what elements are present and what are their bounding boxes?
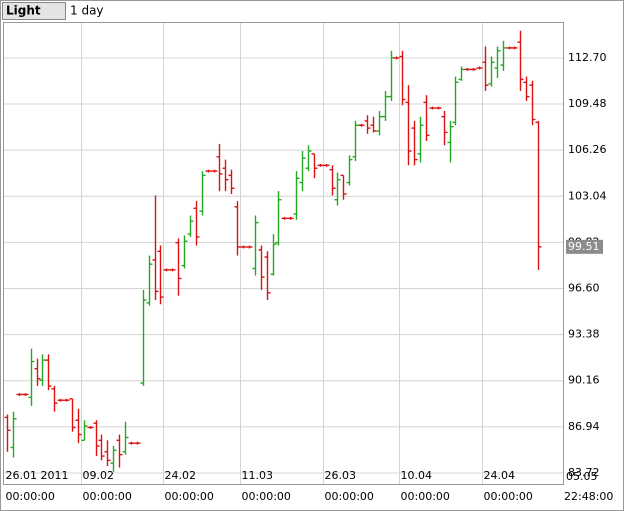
instrument[interactable]: Light [6, 4, 41, 18]
labels: 83.7286.9490.1693.3896.6099.82103.04106.… [6, 51, 614, 503]
x-time-label: 00:00:00 [401, 490, 450, 503]
last-price-box [566, 239, 603, 254]
y-tick-label: 103.04 [568, 189, 607, 202]
x-time-label: 00:00:00 [165, 490, 214, 503]
x-time-label: 00:00:00 [6, 490, 55, 503]
x-time-label: 00:00:00 [242, 490, 291, 503]
x-tick-label: 11.03 [242, 469, 274, 482]
y-tick-label: 106.26 [568, 143, 607, 156]
x-time-label: 00:00:00 [484, 490, 533, 503]
y-tick-label: 93.38 [568, 328, 600, 341]
x-tick-label: 24.02 [165, 469, 197, 482]
x-tick-label: 26.01 2011 [6, 469, 69, 482]
last-price-label: 99.51 [568, 240, 600, 253]
x-time-label: 00:00:00 [83, 490, 132, 503]
bars [4, 30, 542, 472]
plot-area [3, 22, 564, 485]
y-tick-label: 109.48 [568, 97, 607, 110]
y-tick-label: 112.70 [568, 51, 607, 64]
cursor-time: 22:48:00 [564, 490, 613, 503]
x-time-label: 00:00:00 [325, 490, 374, 503]
y-tick-label: 90.16 [568, 374, 600, 387]
y-tick-label: 86.94 [568, 420, 600, 433]
x-tick-label: 24.04 [484, 469, 516, 482]
x-tick-label: 26.03 [325, 469, 357, 482]
y-tick-label: 96.60 [568, 282, 600, 295]
grid [4, 23, 563, 484]
period: 1 day [70, 4, 104, 18]
instrument-box[interactable] [2, 2, 66, 20]
cursor-date: 05.05 [566, 470, 598, 483]
x-tick-label: 09.02 [83, 469, 115, 482]
x-tick-label: 10.04 [401, 469, 433, 482]
y-tick-label: 83.72 [568, 466, 600, 479]
